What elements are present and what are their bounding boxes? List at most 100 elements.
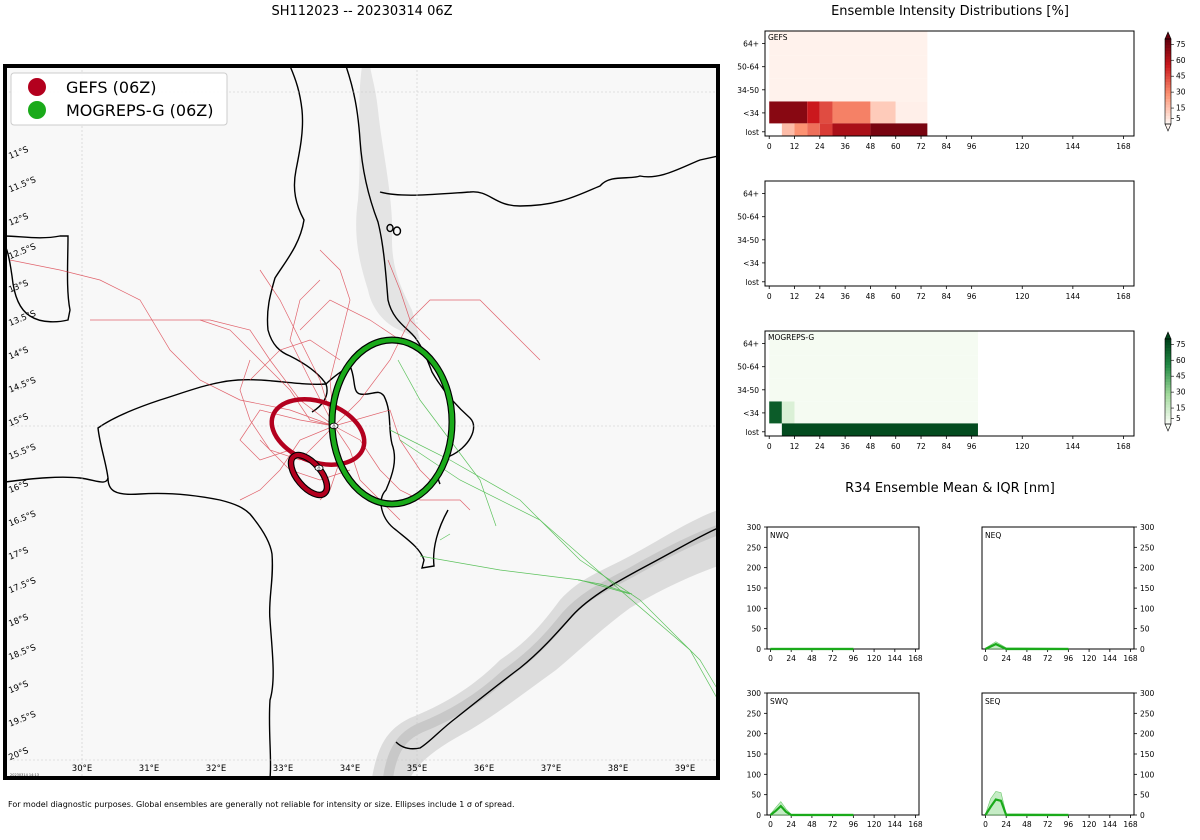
colorbar-max-arrow: [1164, 31, 1172, 40]
intensity-panel-label: GEFS: [768, 33, 788, 42]
r34-panel-label: SEQ: [985, 697, 1000, 706]
colorbar-tick-label: 5: [1176, 114, 1181, 123]
colorbar-segment: [1165, 107, 1171, 111]
intensity-panel: GEFS 64+ 50-64 34-50 <34 lost 0 12 24 36 48 60 72 84 9…: [737, 30, 1186, 151]
y-tick-label: 150: [747, 750, 762, 759]
y-tick-label: 100: [1140, 770, 1155, 779]
y-tick-label: 50-64: [737, 63, 759, 72]
intensity-axes-frame: [764, 330, 1135, 437]
timestamp-stamp: 20230314 14:13: [10, 773, 39, 777]
y-tick-label: 50-64: [737, 363, 759, 372]
heatmap-cell: [870, 123, 928, 136]
colorbar-segment: [1165, 109, 1171, 114]
longitude-label: 30°E: [72, 764, 92, 774]
colorbar-segment: [1165, 392, 1171, 397]
x-tick-label: 60: [891, 142, 901, 151]
heatmap-cell: [769, 331, 978, 356]
r34-panel-label: NWQ: [770, 531, 789, 540]
colorbar-segment: [1165, 95, 1171, 99]
x-tick-label: 48: [866, 442, 876, 451]
heatmap-cell: [895, 101, 928, 124]
heatmap-cell: [769, 355, 978, 379]
colorbar-segment: [1165, 67, 1171, 71]
legend-mogreps-label: MOGREPS-G (06Z): [66, 101, 213, 120]
marker-hour-label: 0: [332, 424, 335, 430]
y-tick-label: 200: [1140, 564, 1155, 573]
colorbar-segment: [1165, 70, 1171, 74]
y-tick-label: <34: [743, 109, 759, 118]
longitude-label: 39°E: [675, 764, 695, 774]
x-tick-label: 24: [786, 654, 796, 663]
heatmap-cell: [781, 123, 795, 136]
x-tick-label: 72: [828, 654, 838, 663]
longitude-label: 37°E: [541, 764, 561, 774]
intensity-panel-label: MOGREPS-G: [768, 333, 814, 342]
y-tick-label: 250: [1140, 543, 1155, 552]
x-tick-label: 0: [768, 654, 773, 663]
y-tick-label: 150: [747, 584, 762, 593]
colorbar-segment: [1165, 78, 1171, 82]
longitude-label: 33°E: [273, 764, 293, 774]
x-tick-label: 24: [815, 292, 825, 301]
y-tick-label: 50: [1140, 625, 1150, 634]
colorbar-segment: [1165, 101, 1171, 105]
y-tick-label: 300: [1140, 689, 1155, 698]
x-tick-label: 0: [983, 820, 988, 829]
colorbar-segment: [1165, 39, 1171, 43]
x-tick-label: 48: [807, 820, 817, 829]
x-tick-label: 72: [916, 142, 926, 151]
y-tick-label: 300: [1140, 523, 1155, 532]
x-tick-label: 0: [767, 292, 772, 301]
y-tick-label: lost: [745, 128, 759, 137]
r34-panel: NEQ 0 50 100 150 200 250 300 0 24 48 72 96 120 144 168: [981, 523, 1155, 663]
y-tick-label: 300: [747, 689, 762, 698]
x-tick-label: 24: [1001, 654, 1011, 663]
x-tick-label: 0: [767, 442, 772, 451]
x-tick-label: 72: [916, 292, 926, 301]
colorbar-segment: [1165, 367, 1171, 371]
x-tick-label: 48: [1022, 654, 1032, 663]
x-tick-label: 36: [840, 442, 850, 451]
colorbar-segment: [1165, 375, 1171, 380]
x-tick-label: 168: [908, 654, 923, 663]
y-tick-label: 50-64: [737, 213, 759, 222]
colorbar-segment: [1165, 347, 1171, 351]
y-tick-label: 0: [756, 645, 761, 654]
heatmap-cell: [807, 123, 820, 136]
intensity-panels: GEFS 64+ 50-64 34-50 <34 lost 0 12 24 36 48 60 72 84 9…: [737, 30, 1186, 451]
colorbar-tick-label: 30: [1176, 388, 1186, 397]
colorbar-segment: [1165, 90, 1171, 94]
colorbar-segment: [1165, 341, 1171, 346]
colorbar-segment: [1165, 407, 1171, 411]
y-tick-label: 64+: [743, 190, 759, 199]
colorbar-segment: [1165, 339, 1171, 343]
r34-title: R34 Ensemble Mean & IQR [nm]: [845, 481, 1055, 496]
x-tick-label: 0: [767, 142, 772, 151]
y-tick-label: 250: [747, 709, 762, 718]
legend-gefs-marker: [28, 78, 46, 96]
colorbar-segment: [1165, 353, 1171, 357]
y-tick-label: 34-50: [737, 386, 759, 395]
colorbar-segment: [1165, 344, 1171, 348]
heatmap-cell: [769, 101, 808, 124]
colorbar-segment: [1165, 384, 1171, 388]
y-tick-label: 200: [1140, 730, 1155, 739]
r34-mean-line: [769, 804, 854, 817]
colorbar-segment: [1165, 358, 1171, 363]
colorbar-segment: [1165, 398, 1171, 402]
longitude-label: 35°E: [407, 764, 427, 774]
x-tick-label: 24: [1001, 820, 1011, 829]
colorbar-frame: [1164, 338, 1172, 425]
heatmap-cell: [807, 101, 820, 124]
colorbar-tick-label: 15: [1176, 104, 1186, 113]
lake-shadow: [356, 66, 420, 340]
r34-panel: NWQ 0 50 100 150 200 250 300 0 24 48 72 96 120 144 168: [747, 523, 923, 663]
y-tick-label: <34: [743, 409, 759, 418]
heatmap-cell: [781, 401, 795, 424]
r34-panel: SWQ 0 50 100 150 200 250 300 0 24 48 72 96 120 144 168: [747, 689, 923, 829]
colorbar-frame: [1164, 38, 1172, 125]
x-tick-label: 144: [1066, 142, 1081, 151]
x-tick-label: 24: [815, 142, 825, 151]
x-tick-label: 84: [942, 442, 952, 451]
y-tick-label: 34-50: [737, 86, 759, 95]
